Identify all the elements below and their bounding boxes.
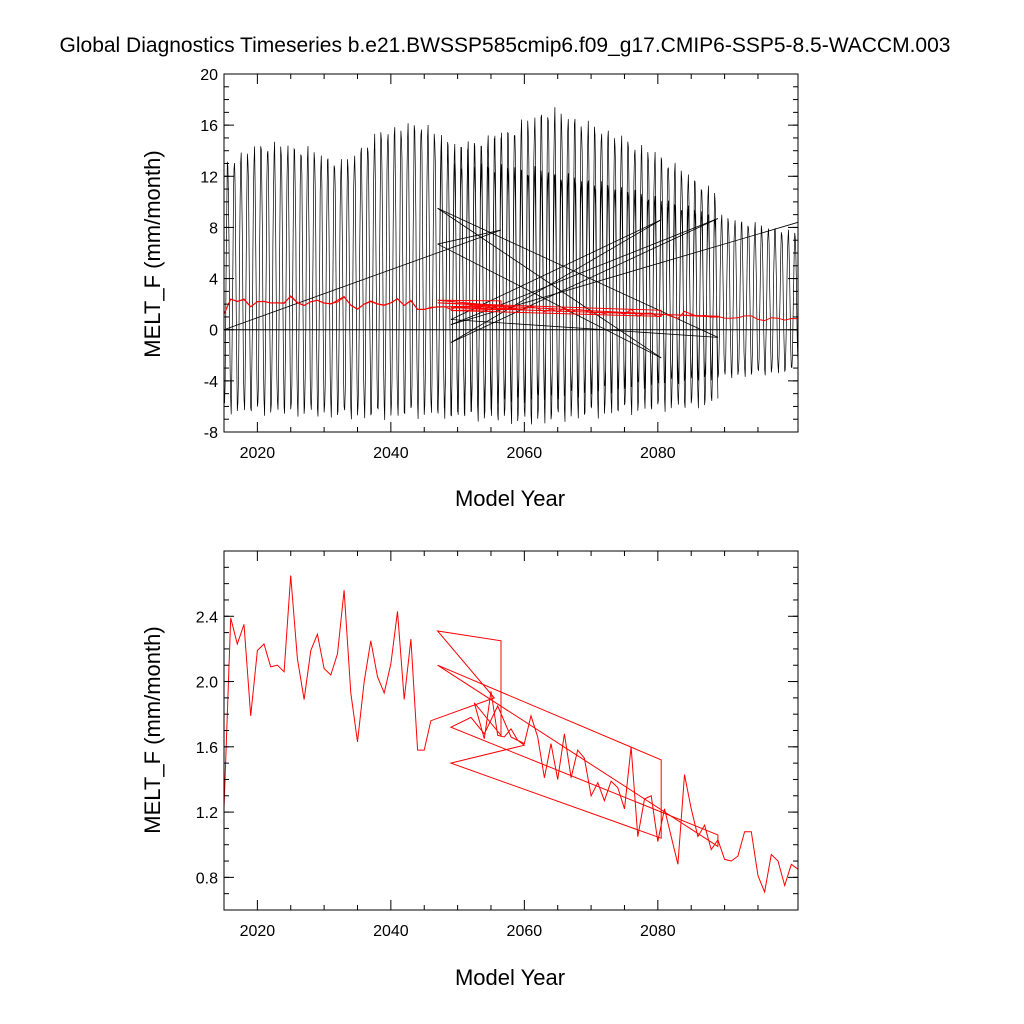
top-y-tick-label: -4	[204, 374, 218, 391]
top-monthly-connector-line	[450, 219, 662, 343]
bottom-y-axis-label: MELT_F (mm/month)	[140, 626, 165, 833]
bottom-x-tick-label: 2040	[373, 923, 409, 940]
bottom-y-tick-label: 2.0	[196, 675, 218, 692]
top-monthly-connector-line	[437, 243, 662, 359]
bottom-x-tick-label: 2080	[640, 923, 676, 940]
top-x-tick-label: 2080	[640, 445, 676, 462]
top-y-tick-label: 8	[209, 220, 218, 237]
top-monthly-series-line	[223, 107, 799, 425]
top-x-axis-label: Model Year	[455, 486, 565, 511]
bottom-panel: 2020 2040 2060 2080 0.8 1.2 1.6 2.0 2.4 Model Ye…	[140, 550, 799, 990]
top-monthly-connector-line	[450, 221, 799, 325]
top-monthly-connector-line	[437, 207, 662, 359]
bottom-x-tick-label: 2020	[240, 923, 276, 940]
bottom-annual-series-line	[223, 575, 799, 894]
top-monthly-connector-line	[450, 219, 662, 320]
top-x-tick-label: 2040	[373, 445, 409, 462]
top-x-tick-label: 2060	[507, 445, 543, 462]
bottom-y-tick-label: 2.4	[196, 609, 218, 626]
bottom-y-tick-label: 1.6	[196, 740, 218, 757]
top-y-tick-label: 16	[200, 118, 218, 135]
top-plot-area	[223, 107, 799, 425]
top-x-tick-label: 2020	[240, 445, 276, 462]
bottom-x-tick-label: 2060	[507, 923, 543, 940]
top-y-tick-label: 20	[200, 67, 218, 84]
bottom-y-tick-label: 1.2	[196, 805, 218, 822]
top-y-tick-label: -8	[204, 425, 218, 442]
top-y-tick-label: 12	[200, 169, 218, 186]
top-axes: 2020 2040 2060 2080 -8 -4 0 4 8 12 16 20	[200, 67, 798, 462]
bottom-x-axis-label: Model Year	[455, 965, 565, 990]
top-y-axis-label: MELT_F (mm/month)	[140, 150, 165, 357]
bottom-y-tick-label: 0.8	[196, 870, 218, 887]
top-annual-overlay-line	[223, 295, 799, 322]
top-monthly-connector-line	[450, 218, 719, 343]
bottom-plot-frame	[223, 550, 799, 911]
bottom-axes: 2020 2040 2060 2080 0.8 1.2 1.6 2.0 2.4	[196, 550, 798, 940]
top-y-tick-label: 0	[209, 323, 218, 340]
chart-title: Global Diagnostics Timeseries b.e21.BWSS…	[60, 34, 951, 57]
top-panel: 2020 2040 2060 2080 -8 -4 0 4 8 12 16 20 Model Year…	[140, 67, 799, 511]
bottom-plot-area	[223, 575, 799, 894]
top-monthly-connector-line	[223, 229, 502, 331]
top-y-tick-label: 4	[209, 272, 218, 289]
top-monthly-connector-line	[450, 319, 718, 338]
